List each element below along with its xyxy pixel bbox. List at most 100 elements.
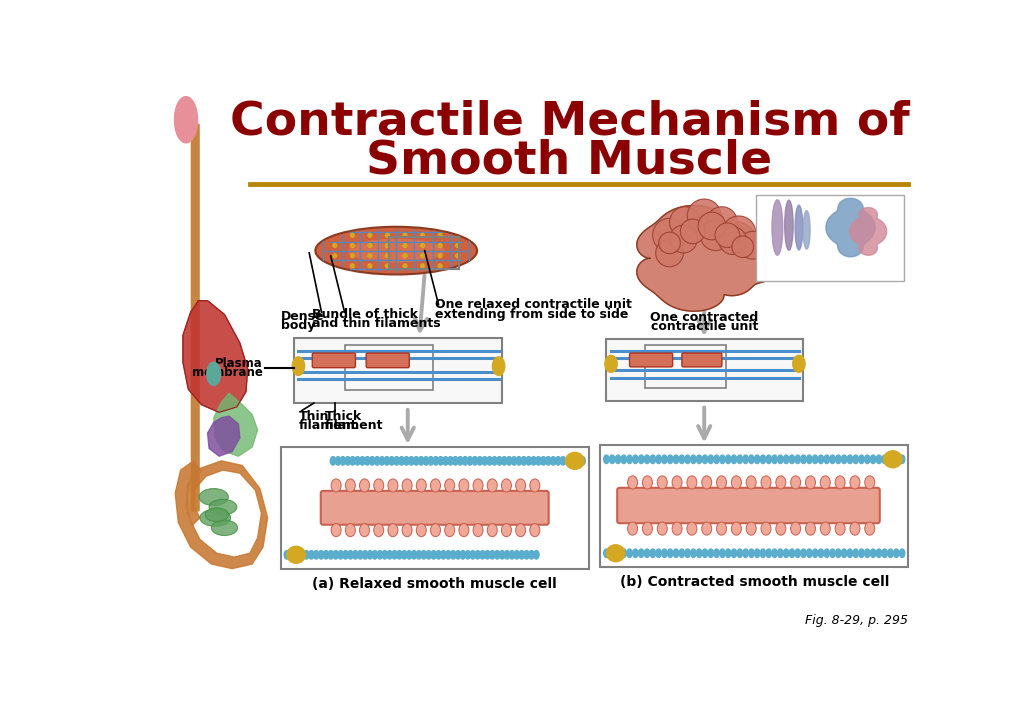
Ellipse shape	[836, 549, 841, 557]
Ellipse shape	[859, 549, 864, 557]
Ellipse shape	[737, 549, 742, 557]
Ellipse shape	[438, 233, 442, 238]
Ellipse shape	[382, 551, 387, 559]
Ellipse shape	[776, 522, 785, 535]
Ellipse shape	[417, 479, 426, 492]
Ellipse shape	[421, 233, 425, 238]
Ellipse shape	[657, 476, 668, 489]
Ellipse shape	[818, 455, 823, 464]
Ellipse shape	[431, 551, 436, 559]
Ellipse shape	[402, 479, 412, 492]
Ellipse shape	[343, 551, 348, 559]
Ellipse shape	[882, 549, 888, 557]
Ellipse shape	[475, 551, 480, 559]
Ellipse shape	[702, 455, 708, 464]
Ellipse shape	[482, 457, 487, 465]
Ellipse shape	[445, 551, 451, 559]
Ellipse shape	[801, 549, 806, 557]
Ellipse shape	[451, 551, 456, 559]
Ellipse shape	[331, 457, 336, 465]
Ellipse shape	[731, 455, 736, 464]
Ellipse shape	[529, 479, 540, 492]
Ellipse shape	[807, 455, 812, 464]
Ellipse shape	[812, 549, 818, 557]
Ellipse shape	[560, 457, 565, 465]
Ellipse shape	[423, 457, 429, 465]
Ellipse shape	[370, 457, 375, 465]
Ellipse shape	[806, 522, 815, 535]
Ellipse shape	[864, 549, 870, 557]
Ellipse shape	[615, 549, 621, 557]
Text: (a) Relaxed smooth muscle cell: (a) Relaxed smooth muscle cell	[312, 577, 557, 591]
Ellipse shape	[818, 549, 823, 557]
Ellipse shape	[362, 551, 368, 559]
Text: filament: filament	[325, 419, 383, 432]
Ellipse shape	[829, 455, 836, 464]
Ellipse shape	[803, 211, 810, 249]
Ellipse shape	[387, 551, 392, 559]
Ellipse shape	[438, 457, 443, 465]
Ellipse shape	[313, 551, 318, 559]
Ellipse shape	[674, 455, 679, 464]
Ellipse shape	[421, 264, 425, 268]
Ellipse shape	[580, 457, 586, 465]
Ellipse shape	[642, 522, 652, 535]
Ellipse shape	[412, 551, 417, 559]
Ellipse shape	[199, 489, 228, 506]
Text: filament: filament	[298, 419, 357, 432]
Ellipse shape	[388, 523, 398, 537]
Ellipse shape	[870, 549, 876, 557]
Ellipse shape	[604, 455, 609, 464]
Ellipse shape	[691, 455, 696, 464]
Ellipse shape	[368, 254, 372, 257]
Ellipse shape	[853, 549, 858, 557]
Ellipse shape	[348, 551, 353, 559]
Text: Dense: Dense	[281, 310, 325, 323]
Ellipse shape	[644, 455, 649, 464]
Ellipse shape	[504, 551, 510, 559]
Ellipse shape	[644, 549, 649, 557]
Ellipse shape	[368, 264, 372, 268]
Ellipse shape	[836, 476, 845, 489]
Ellipse shape	[801, 455, 806, 464]
Ellipse shape	[486, 457, 493, 465]
Ellipse shape	[777, 455, 783, 464]
Ellipse shape	[882, 455, 888, 464]
Ellipse shape	[521, 457, 526, 465]
Ellipse shape	[687, 199, 721, 233]
Ellipse shape	[622, 455, 627, 464]
Ellipse shape	[331, 523, 341, 537]
Ellipse shape	[528, 551, 535, 559]
Ellipse shape	[668, 549, 673, 557]
Ellipse shape	[731, 476, 741, 489]
Ellipse shape	[456, 254, 460, 257]
Text: (b) Contracted smooth muscle cell: (b) Contracted smooth muscle cell	[620, 576, 889, 589]
Ellipse shape	[696, 455, 701, 464]
Ellipse shape	[615, 455, 621, 464]
Ellipse shape	[772, 455, 777, 464]
FancyBboxPatch shape	[756, 195, 903, 281]
Ellipse shape	[674, 549, 679, 557]
Ellipse shape	[574, 457, 581, 465]
Ellipse shape	[812, 455, 818, 464]
Ellipse shape	[385, 264, 389, 268]
Ellipse shape	[725, 455, 731, 464]
Ellipse shape	[850, 522, 860, 535]
Ellipse shape	[417, 523, 426, 537]
Polygon shape	[175, 461, 267, 569]
Ellipse shape	[174, 96, 198, 143]
Ellipse shape	[493, 357, 505, 375]
Ellipse shape	[345, 523, 355, 537]
Ellipse shape	[795, 455, 801, 464]
Ellipse shape	[294, 551, 299, 559]
Ellipse shape	[731, 522, 741, 535]
Text: membrane: membrane	[193, 366, 263, 379]
Polygon shape	[183, 301, 248, 413]
Ellipse shape	[842, 549, 847, 557]
Ellipse shape	[670, 207, 700, 238]
Ellipse shape	[365, 457, 370, 465]
Ellipse shape	[368, 244, 372, 247]
Ellipse shape	[516, 457, 521, 465]
Text: One contracted: One contracted	[650, 311, 759, 324]
Ellipse shape	[656, 549, 662, 557]
